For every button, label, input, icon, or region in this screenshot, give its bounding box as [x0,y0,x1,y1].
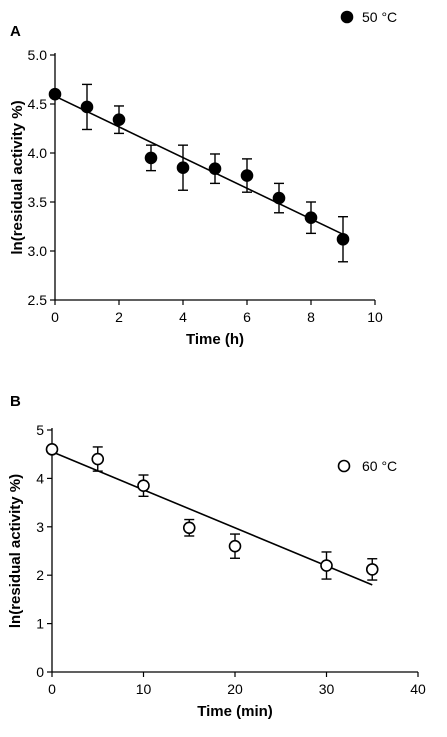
legend-label: 60 °C [362,458,397,474]
data-point [304,211,318,224]
data-point [320,559,333,572]
data-point [272,191,286,205]
data-point [144,151,158,165]
x-tick-label: 6 [243,309,251,325]
x-tick-label: 40 [410,681,426,697]
y-tick-label: 2 [36,567,44,583]
y-tick-label: 1 [36,616,44,632]
y-tick-label: 2.5 [28,292,48,308]
y-axis-label: ln(residual activity %) [9,100,26,254]
y-tick-label: 4.0 [28,145,48,161]
data-point [182,521,196,535]
y-tick-label: 0 [36,664,44,680]
x-tick-label: 20 [227,681,243,697]
x-tick-label: 10 [136,681,152,697]
data-point [45,443,59,456]
panel-label-a: A [10,23,21,40]
x-axis-label: Time (h) [186,331,244,348]
data-point [80,100,94,114]
legend-marker [337,459,351,473]
data-point [240,169,254,182]
legend: 60 °C [337,458,397,474]
data-point [176,161,190,174]
y-tick-label: 3.5 [28,194,48,210]
y-tick-label: 3 [36,519,44,535]
data-point [365,563,379,576]
x-axis-label: Time (min) [197,703,273,720]
chart-panel-a: A 2.5 3.0 3.5 4.0 4.5 5.0 0 2 4 6 8 10 Time (h) ln(res… [9,9,397,348]
x-tick-label: 30 [319,681,335,697]
data-point [112,113,126,126]
x-tick-label: 10 [367,309,383,325]
x-tick-label: 0 [51,309,59,325]
legend: 50 °C [340,9,397,25]
panel-label-b: B [10,393,21,410]
chart-panel-b: B 0 1 2 3 4 5 0 10 20 30 40 Time (min) ln(residual ac… [7,393,426,720]
x-tick-label: 4 [179,309,187,325]
data-point [48,87,62,101]
x-tick-label: 2 [115,309,123,325]
y-axis-label: ln(residual activity %) [7,474,24,628]
x-tick-label: 0 [48,681,56,697]
data-point [91,452,105,466]
fit-line [54,95,344,236]
data-point [336,232,350,246]
x-tick-label: 8 [307,309,315,325]
y-tick-label: 4 [36,470,44,486]
legend-label: 50 °C [362,9,397,25]
legend-marker [340,10,354,24]
data-point [228,539,242,553]
y-tick-label: 5.0 [28,47,48,63]
data-point [208,162,222,175]
data-point [137,479,150,492]
y-tick-label: 5 [36,422,44,438]
fit-line [51,451,373,586]
y-tick-label: 4.5 [28,96,48,112]
y-tick-label: 3.0 [28,243,48,259]
